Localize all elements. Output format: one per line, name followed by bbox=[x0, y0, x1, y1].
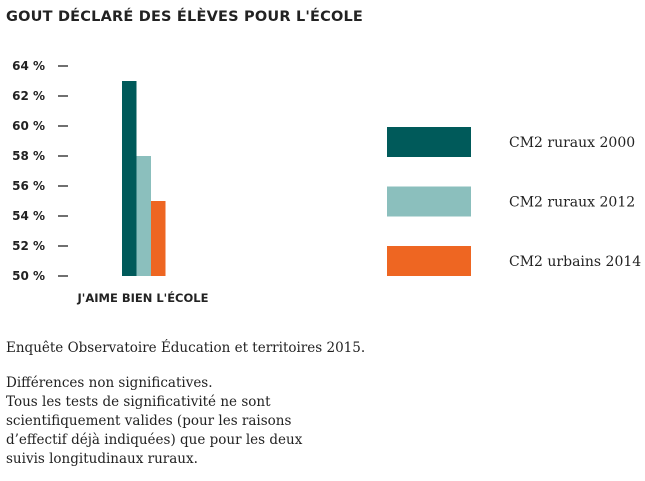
source-note: Enquête Observatoire Éducation et territ… bbox=[6, 340, 366, 356]
significance-note: Différences non significatives. Tous les… bbox=[6, 374, 302, 469]
y-tick-label: 50 % bbox=[12, 269, 45, 283]
legend-swatch bbox=[387, 127, 471, 157]
y-tick-label: 62 % bbox=[12, 89, 45, 103]
y-tick-label: 52 % bbox=[12, 239, 45, 253]
note-line: Tous les tests de significativité ne son… bbox=[6, 394, 271, 410]
legend-swatch bbox=[387, 246, 471, 276]
legend-label: CM2 ruraux 2012 bbox=[509, 195, 635, 211]
bar bbox=[151, 201, 166, 276]
y-tick-label: 54 % bbox=[12, 209, 45, 223]
y-tick-label: 56 % bbox=[12, 179, 45, 193]
legend-swatch bbox=[387, 186, 471, 217]
bar bbox=[136, 156, 151, 276]
note-line: Différences non significatives. bbox=[6, 375, 213, 391]
note-line: scientifiquement valides (pour les raiso… bbox=[6, 413, 292, 429]
bar-chart: 50 % 52 % 54 % 56 % 58 % 60 % 62 % 64 % CM2 rura… bbox=[12, 59, 641, 305]
legend-label: CM2 ruraux 2000 bbox=[509, 135, 635, 151]
chart-title: GOUT DÉCLARÉ DES ÉLÈVES POUR L'ÉCOLE bbox=[6, 9, 364, 25]
note-line: d’effectif déjà indiquées) que pour les … bbox=[6, 432, 303, 448]
y-tick-label: 64 % bbox=[12, 59, 45, 73]
legend-label: CM2 urbains 2014 bbox=[509, 254, 641, 270]
x-category-label: J'AIME BIEN L'ÉCOLE bbox=[77, 290, 209, 305]
note-line: suivis longitudinaux ruraux. bbox=[6, 451, 198, 467]
y-tick-label: 60 % bbox=[12, 119, 45, 133]
y-tick-label: 58 % bbox=[12, 149, 45, 163]
bar bbox=[122, 81, 137, 276]
